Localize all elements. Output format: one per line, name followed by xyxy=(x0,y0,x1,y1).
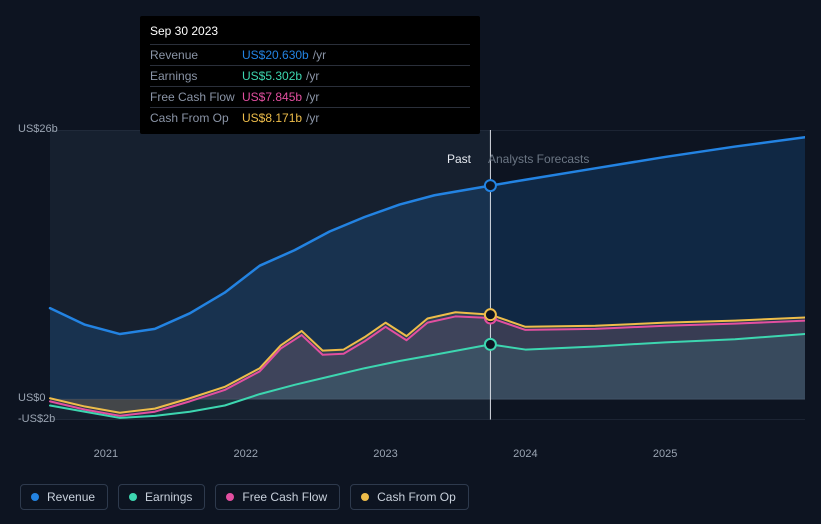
tooltip-row: Cash From OpUS$8.171b/yr xyxy=(150,107,470,128)
tooltip-value: US$20.630b xyxy=(242,48,309,62)
x-axis-label: 2022 xyxy=(233,448,257,460)
chart-svg xyxy=(20,130,805,420)
legend-dot-icon xyxy=(226,493,234,501)
legend-label: Earnings xyxy=(145,490,192,504)
y-axis-label: US$26b xyxy=(18,123,58,135)
forecast-label: Analysts Forecasts xyxy=(488,152,589,166)
legend-item-free-cash-flow[interactable]: Free Cash Flow xyxy=(215,484,340,510)
y-axis-label: US$0 xyxy=(18,392,46,404)
tooltip-unit: /yr xyxy=(306,90,319,104)
chart-legend: Revenue Earnings Free Cash Flow Cash From O… xyxy=(20,484,469,510)
x-axis-label: 2024 xyxy=(513,448,537,460)
legend-item-earnings[interactable]: Earnings xyxy=(118,484,205,510)
legend-label: Cash From Op xyxy=(377,490,456,504)
y-axis-label: -US$2b xyxy=(18,413,55,425)
tooltip-unit: /yr xyxy=(306,69,319,83)
x-axis-label: 2021 xyxy=(94,448,118,460)
chart-plot[interactable] xyxy=(20,130,805,420)
tooltip-row: Free Cash FlowUS$7.845b/yr xyxy=(150,86,470,107)
tooltip-value: US$7.845b xyxy=(242,90,302,104)
tooltip-label: Cash From Op xyxy=(150,111,242,125)
tooltip-value: US$8.171b xyxy=(242,111,302,125)
x-axis-label: 2023 xyxy=(373,448,397,460)
tooltip-label: Revenue xyxy=(150,48,242,62)
legend-item-cash-from-op[interactable]: Cash From Op xyxy=(350,484,469,510)
x-axis-label: 2025 xyxy=(653,448,677,460)
chart-tooltip: Sep 30 2023 RevenueUS$20.630b/yrEarnings… xyxy=(140,16,480,134)
tooltip-label: Free Cash Flow xyxy=(150,90,242,104)
legend-dot-icon xyxy=(361,493,369,501)
legend-label: Free Cash Flow xyxy=(242,490,327,504)
tooltip-date: Sep 30 2023 xyxy=(150,24,470,38)
tooltip-value: US$5.302b xyxy=(242,69,302,83)
legend-dot-icon xyxy=(31,493,39,501)
legend-item-revenue[interactable]: Revenue xyxy=(20,484,108,510)
tooltip-unit: /yr xyxy=(313,48,326,62)
tooltip-row: EarningsUS$5.302b/yr xyxy=(150,65,470,86)
legend-label: Revenue xyxy=(47,490,95,504)
tooltip-label: Earnings xyxy=(150,69,242,83)
legend-dot-icon xyxy=(129,493,137,501)
past-label: Past xyxy=(447,152,471,166)
tooltip-row: RevenueUS$20.630b/yr xyxy=(150,44,470,65)
tooltip-unit: /yr xyxy=(306,111,319,125)
